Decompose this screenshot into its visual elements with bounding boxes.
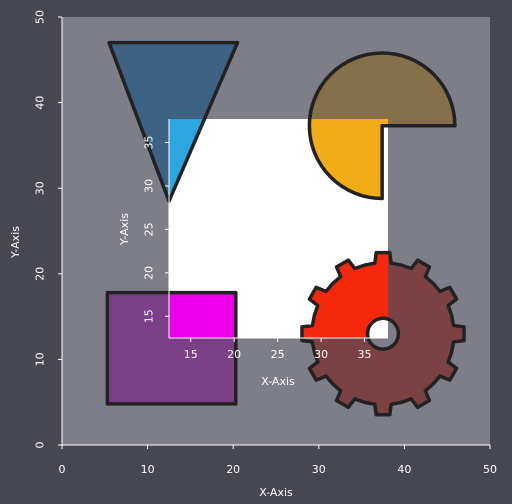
outer-x-tick-label: 0 — [59, 463, 66, 476]
outer-y-tick-label: 50 — [34, 10, 47, 24]
inset-x-tick-label: 15 — [184, 348, 198, 361]
wedge-inset-highlight — [307, 119, 388, 201]
outer-x-tick-label: 10 — [141, 463, 155, 476]
inset-y-tick-label: 30 — [143, 179, 156, 193]
rectangle-inset-highlight — [169, 290, 238, 338]
triangle-inset-highlight — [169, 119, 207, 203]
outer-x-tick-label: 20 — [226, 463, 240, 476]
inset-y-tick-label: 25 — [143, 222, 156, 236]
outer-y-tick-label: 40 — [34, 96, 47, 110]
inset-x-tick-label: 25 — [271, 348, 285, 361]
outer-y-tick-label: 20 — [34, 267, 47, 281]
outer-x-tick-label: 40 — [397, 463, 411, 476]
inset-x-tick-label: 35 — [358, 348, 372, 361]
outer-y-axis-label: Y-Axis — [9, 226, 22, 259]
inset-y-tick-label: 35 — [143, 135, 156, 149]
outer-x-tick-label: 50 — [483, 463, 497, 476]
inset-y-tick-label: 15 — [143, 309, 156, 323]
inset-axes: 15 20 25 30 35 15 20 25 30 35 — [143, 119, 388, 361]
inset-shapes-layer — [169, 119, 388, 338]
outer-x-axis-label: X-Axis — [259, 486, 293, 499]
gear-inset-highlight — [300, 250, 388, 338]
inset-x-axis-label: X-Axis — [261, 375, 295, 388]
outer-y-tick-label: 10 — [34, 352, 47, 366]
outer-y-tick-label: 30 — [34, 181, 47, 195]
inset-x-tick-label: 30 — [314, 348, 328, 361]
outer-axes: 0 10 20 30 40 50 0 10 20 30 40 50 — [34, 10, 498, 476]
outer-y-tick-label: 0 — [34, 442, 47, 449]
outer-x-tick-label: 30 — [312, 463, 326, 476]
inset-x-tick-label: 20 — [227, 348, 241, 361]
inset-y-tick-label: 20 — [143, 266, 156, 280]
inset-y-axis-label: Y-Axis — [118, 213, 131, 246]
